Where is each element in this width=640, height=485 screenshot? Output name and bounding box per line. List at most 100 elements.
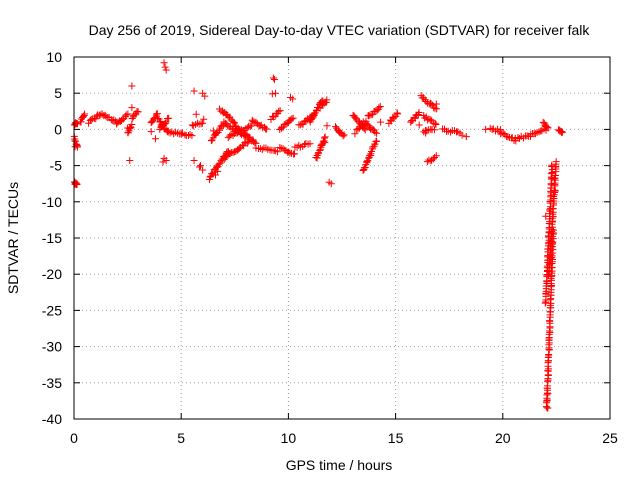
data-point — [154, 114, 162, 122]
data-point — [365, 112, 373, 120]
y-tick-label: -10 — [42, 194, 62, 210]
data-point — [319, 138, 327, 146]
data-point — [542, 212, 550, 220]
data-point — [295, 141, 303, 149]
data-point — [245, 133, 253, 141]
data-point — [371, 128, 379, 136]
data-point — [543, 123, 551, 131]
data-point — [126, 157, 134, 165]
data-point — [558, 128, 566, 136]
data-point — [198, 119, 206, 127]
data-point — [230, 118, 238, 126]
data-point — [215, 160, 223, 168]
data-point — [71, 143, 79, 151]
data-points — [70, 59, 566, 412]
data-point — [199, 166, 207, 174]
data-point — [432, 120, 440, 128]
data-point — [208, 170, 216, 178]
data-point — [186, 131, 194, 139]
x-tick-label: 5 — [177, 430, 185, 446]
data-point — [550, 175, 558, 183]
data-point — [124, 129, 132, 137]
data-point — [543, 391, 551, 399]
data-point — [276, 143, 284, 151]
data-point — [276, 107, 284, 115]
data-point — [415, 108, 423, 116]
data-point — [321, 138, 329, 146]
data-point — [71, 180, 79, 188]
grid — [74, 57, 610, 419]
data-point — [432, 100, 440, 108]
data-point — [373, 137, 381, 145]
chart-title: Day 256 of 2019, Sidereal Day-to-day VTE… — [89, 22, 591, 38]
data-point — [431, 153, 439, 161]
data-point — [363, 158, 371, 166]
data-point — [309, 113, 317, 121]
x-tick-label: 20 — [495, 430, 511, 446]
data-point — [122, 111, 130, 119]
y-tick-label: 5 — [54, 85, 62, 101]
data-point — [547, 170, 555, 178]
data-point — [201, 92, 209, 100]
axis-ticks: 0 5 10 15 20 25 -40 -35 -30 -25 -20 -15 -10 -5 0 5 10 — [42, 49, 618, 446]
data-point — [306, 140, 314, 148]
data-point — [249, 117, 257, 125]
data-point — [269, 74, 277, 82]
data-point — [196, 162, 204, 170]
data-point — [231, 119, 239, 127]
data-point — [263, 125, 271, 133]
data-point — [81, 110, 89, 118]
y-tick-label: -15 — [42, 230, 62, 246]
data-point — [429, 155, 437, 163]
data-point — [361, 164, 369, 172]
data-point — [275, 107, 283, 115]
data-point — [128, 121, 136, 129]
data-point — [531, 130, 539, 138]
data-point — [147, 119, 155, 127]
data-point — [523, 132, 531, 140]
data-point — [323, 122, 331, 130]
data-point — [248, 122, 256, 130]
data-point — [545, 236, 553, 244]
x-tick-label: 15 — [388, 430, 404, 446]
y-tick-label: -35 — [42, 375, 62, 391]
data-point — [159, 158, 167, 166]
data-point — [128, 114, 136, 122]
data-point — [285, 148, 293, 156]
data-point — [160, 59, 168, 67]
data-point — [458, 131, 466, 139]
x-axis-label: GPS time / hours — [286, 457, 393, 473]
data-point — [244, 139, 252, 147]
data-point — [390, 113, 398, 121]
data-point — [504, 133, 512, 141]
data-point — [190, 157, 198, 165]
data-point — [128, 82, 136, 90]
data-point — [462, 133, 470, 141]
y-axis-label: SDTVAR / TECUs — [5, 182, 21, 294]
data-point — [214, 167, 222, 175]
data-point — [190, 87, 198, 95]
data-point — [327, 180, 335, 188]
data-point — [393, 110, 401, 118]
data-point — [375, 104, 383, 112]
data-point — [270, 75, 278, 83]
y-tick-label: -20 — [42, 266, 62, 282]
data-point — [124, 110, 132, 118]
data-point — [234, 124, 242, 132]
data-point — [317, 141, 325, 149]
y-tick-label: 10 — [46, 49, 62, 65]
data-point — [209, 127, 217, 135]
data-point — [113, 120, 121, 128]
data-point — [166, 129, 174, 137]
x-tick-label: 0 — [70, 430, 78, 446]
y-tick-label: -40 — [42, 411, 62, 427]
data-point — [352, 114, 360, 122]
data-point — [240, 142, 248, 150]
data-point — [273, 148, 281, 156]
data-point — [195, 163, 203, 171]
data-point — [192, 110, 200, 118]
data-point — [544, 245, 552, 253]
data-point — [226, 150, 234, 158]
data-point — [235, 145, 243, 153]
